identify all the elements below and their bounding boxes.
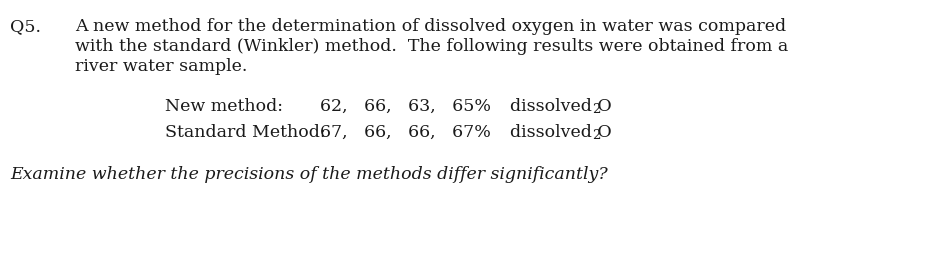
Text: A new method for the determination of dissolved oxygen in water was compared: A new method for the determination of di… [75, 18, 786, 35]
Text: Standard Method:: Standard Method: [165, 124, 325, 141]
Text: 62,   66,   63,   65%: 62, 66, 63, 65% [320, 98, 491, 115]
Text: 67,   66,   66,   67%: 67, 66, 66, 67% [320, 124, 491, 141]
Text: Q5.: Q5. [10, 18, 41, 35]
Text: dissolved O: dissolved O [510, 124, 612, 141]
Text: 2: 2 [592, 129, 600, 142]
Text: dissolved O: dissolved O [510, 98, 612, 115]
Text: 2: 2 [592, 103, 600, 116]
Text: with the standard (Winkler) method.  The following results were obtained from a: with the standard (Winkler) method. The … [75, 38, 788, 55]
Text: Examine whether the precisions of the methods differ significantly?: Examine whether the precisions of the me… [10, 166, 608, 183]
Text: river water sample.: river water sample. [75, 58, 248, 75]
Text: New method:: New method: [165, 98, 283, 115]
